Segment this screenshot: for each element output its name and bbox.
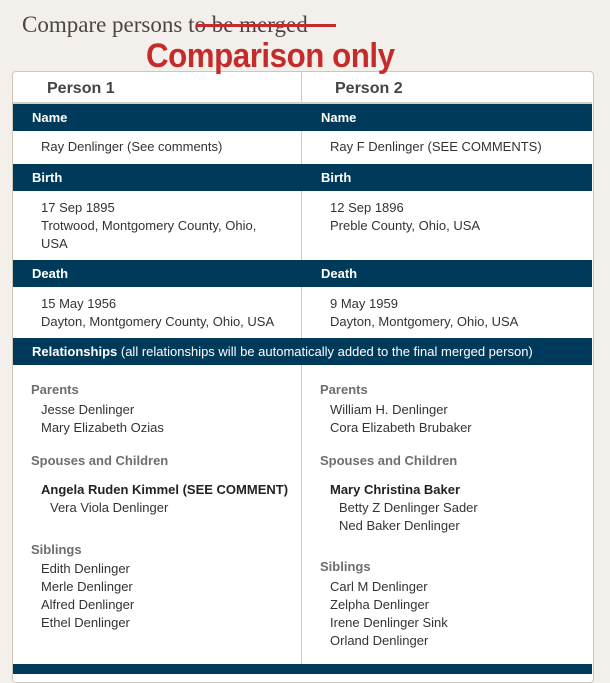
parent: William H. Denlinger — [330, 402, 448, 417]
birth-place: USA — [41, 236, 68, 251]
death-date: 15 May 1956 — [41, 296, 117, 311]
column-header-person-2: Person 2 — [335, 80, 403, 97]
label: Relationships — [32, 344, 118, 359]
parents-label: Parents — [31, 382, 79, 397]
label: Name — [32, 110, 68, 125]
birth-date: 17 Sep 1895 — [41, 200, 115, 215]
sibling: Zelpha Denlinger — [330, 597, 430, 612]
birth-place: Preble County, Ohio, USA — [330, 218, 481, 233]
title-text: Compare persons — [22, 12, 183, 37]
column-header-person-1: Person 1 — [47, 80, 115, 97]
sibling: Alfred Denlinger — [41, 597, 135, 612]
label: Name — [321, 110, 357, 125]
sibling: Irene Denlinger Sink — [330, 615, 448, 630]
spouses-label: Spouses and Children — [320, 453, 458, 468]
person1-siblings: Edith Denlinger Merle Denlinger Alfred Den… — [41, 560, 134, 632]
child: Betty Z Denlinger Sader — [339, 500, 478, 515]
person1-name: Ray Denlinger (See comments) — [41, 139, 223, 154]
spouse: Angela Ruden Kimmel (SEE COMMENT) — [41, 482, 289, 497]
name-section-header: Name Name — [13, 104, 592, 131]
spouse: Mary Christina Baker — [330, 482, 461, 497]
next-section-header — [13, 664, 592, 674]
death-place: Dayton, Montgomery County, Ohio, USA — [41, 314, 275, 329]
sibling: Merle Denlinger — [41, 579, 133, 594]
relationships-section-header: Relationships (all relationships will be… — [13, 338, 592, 365]
person2-death: 9 May 1959 Dayton, Montgomery, Ohio, USA — [330, 295, 518, 331]
siblings-label: Siblings — [320, 559, 371, 574]
sibling: Carl M Denlinger — [330, 579, 428, 594]
birth-place: Trotwood, Montgomery County, Ohio, — [41, 218, 257, 233]
person1-death: 15 May 1956 Dayton, Montgomery County, Oh… — [41, 295, 274, 331]
child: Vera Viola Denlinger — [50, 500, 169, 515]
person2-name: Ray F Denlinger (SEE COMMENTS) — [330, 139, 542, 154]
note: (all relationships will be automatically… — [120, 344, 533, 359]
death-section-header: Death Death — [13, 260, 592, 287]
person1-parents: Jesse Denlinger Mary Elizabeth Ozias — [41, 401, 164, 437]
label: Birth — [32, 170, 63, 185]
person1-birth: 17 Sep 1895 Trotwood, Montgomery County, … — [41, 199, 256, 253]
sibling: Edith Denlinger — [41, 561, 130, 576]
death-place: Dayton, Montgomery, Ohio, USA — [330, 314, 519, 329]
sibling: Orland Denlinger — [330, 633, 429, 648]
parent: Cora Elizabeth Brubaker — [330, 420, 472, 435]
siblings-label: Siblings — [31, 542, 82, 557]
label: Death — [32, 266, 69, 281]
column-divider — [301, 72, 302, 664]
sibling: Ethel Denlinger — [41, 615, 130, 630]
child: Ned Baker Denlinger — [339, 518, 460, 533]
label: Death — [321, 266, 358, 281]
person2-children: Betty Z Denlinger Sader Ned Baker Denling… — [339, 499, 478, 535]
death-date: 9 May 1959 — [330, 296, 398, 311]
person2-birth: 12 Sep 1896 Preble County, Ohio, USA — [330, 199, 480, 235]
header-rule — [13, 102, 592, 104]
person2-siblings: Carl M Denlinger Zelpha Denlinger Irene De… — [330, 578, 448, 650]
person2-parents: William H. Denlinger Cora Elizabeth Bruba… — [330, 401, 472, 437]
parents-label: Parents — [320, 382, 368, 397]
parent: Mary Elizabeth Ozias — [41, 420, 164, 435]
parent: Jesse Denlinger — [41, 402, 135, 417]
strikethrough-mark — [196, 24, 336, 27]
label: Birth — [321, 170, 352, 185]
spouses-label: Spouses and Children — [31, 453, 169, 468]
birth-date: 12 Sep 1896 — [330, 200, 404, 215]
birth-section-header: Birth Birth — [13, 164, 592, 191]
comparison-only-stamp: Comparison only — [146, 37, 395, 75]
